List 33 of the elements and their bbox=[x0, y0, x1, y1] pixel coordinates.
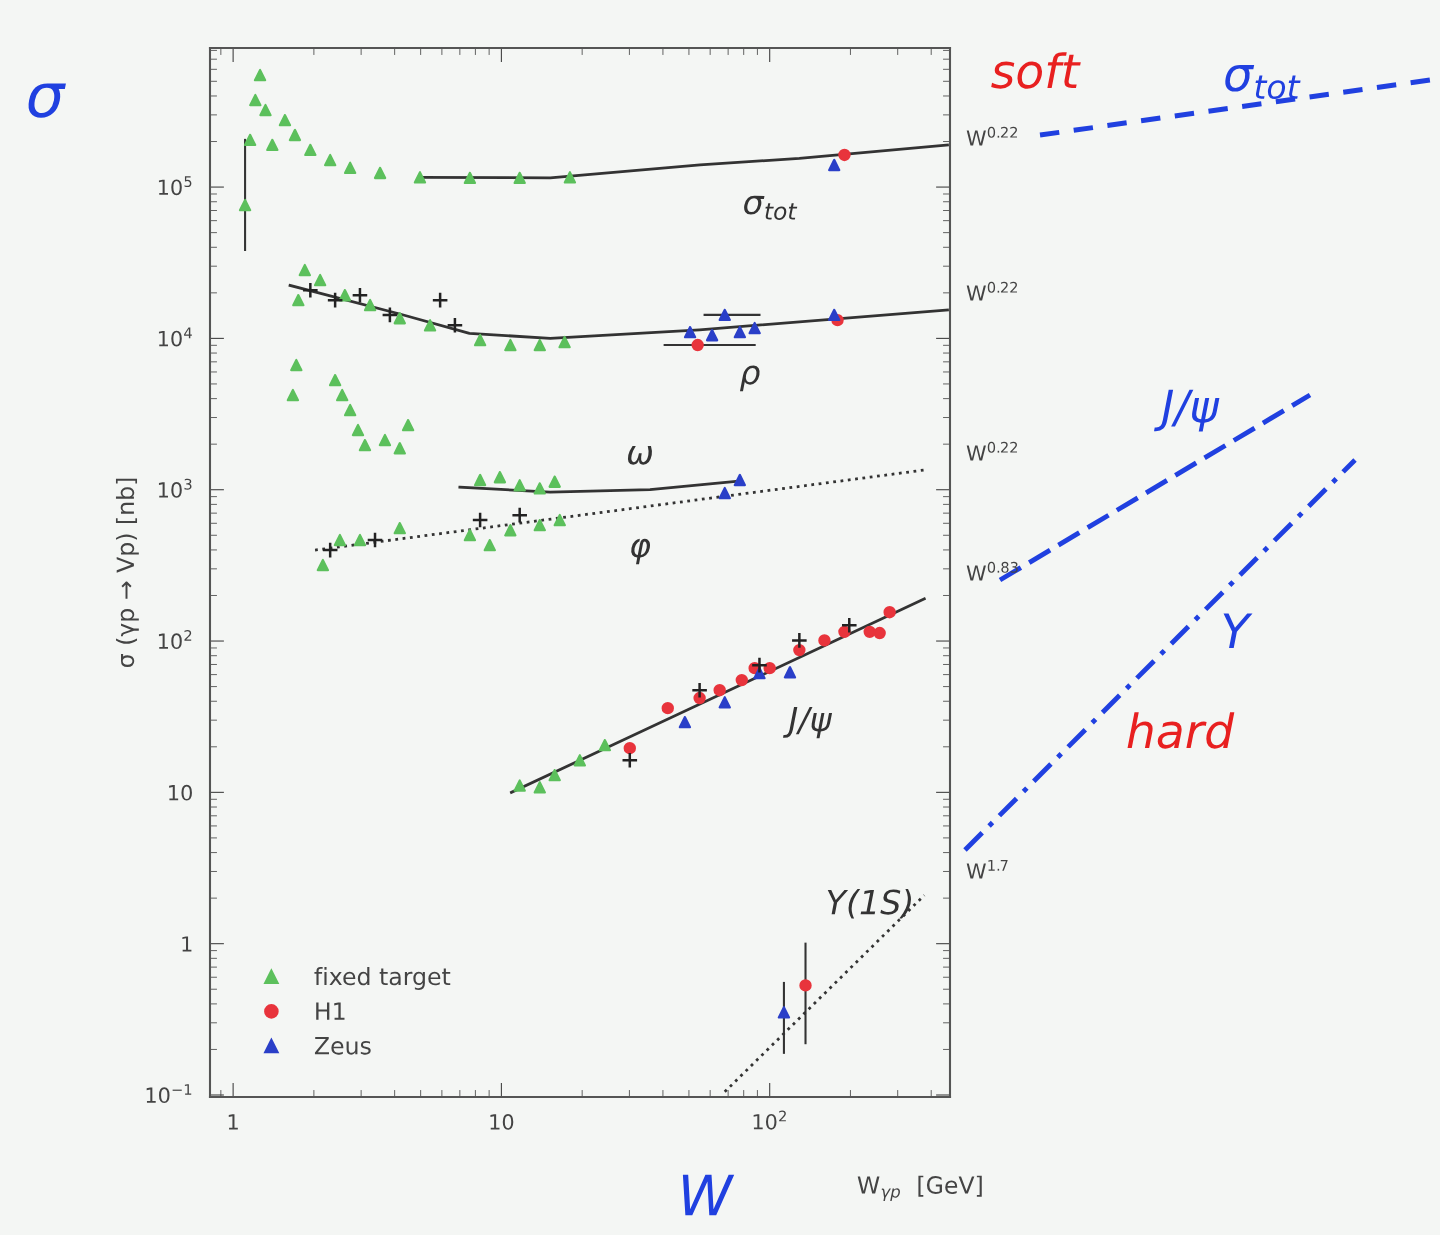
text: σ$_{tot}$ bbox=[1225, 65, 1301, 100]
text: W$^{1.7}$ bbox=[966, 860, 1008, 879]
annotation: ω bbox=[627, 445, 652, 465]
text: W$^{0.22}$ bbox=[966, 126, 1018, 146]
text: σ bbox=[28, 83, 66, 118]
text: soft bbox=[991, 52, 1081, 89]
y-tick-label: 10$^{5}$ bbox=[158, 176, 192, 196]
y-tick-label: 10$^{−1}$ bbox=[146, 1084, 192, 1104]
x-tick-label: 1 bbox=[228, 1114, 238, 1130]
y-tick-label: 1 bbox=[182, 936, 192, 952]
text: W$^{0.83}$ bbox=[966, 561, 1018, 581]
text: hard bbox=[1127, 712, 1235, 749]
y-tick-label: 10$^{2}$ bbox=[158, 629, 192, 650]
x-tick-label: 10$^{2}$ bbox=[753, 1110, 786, 1130]
text: W bbox=[682, 1174, 735, 1216]
legend-label: H1 bbox=[316, 1002, 345, 1020]
y-axis-title: σ (γp → Vp) [nb] bbox=[115, 478, 139, 668]
annotation: ρ bbox=[739, 365, 760, 392]
annotation: Υ(1S) bbox=[827, 888, 911, 919]
text: J/ψ bbox=[1154, 389, 1220, 432]
x-tick-label: 10 bbox=[490, 1114, 514, 1130]
y-tick-label: 10$^{3}$ bbox=[158, 478, 192, 498]
annotation: J/ψ bbox=[783, 706, 833, 739]
text: Υ bbox=[1223, 613, 1253, 649]
legend-label: Zeus bbox=[314, 1037, 371, 1055]
text: W$^{0.22}$ bbox=[966, 281, 1018, 301]
text: W$^{0.22}$ bbox=[966, 441, 1018, 461]
legend-label: fixed target bbox=[314, 967, 451, 990]
x-axis-title: W$_{γp}$ [GeV] bbox=[857, 1175, 982, 1201]
y-tick-label: 10 bbox=[169, 784, 192, 801]
y-tick-label: 10$^{4}$ bbox=[158, 327, 192, 347]
annotation: φ bbox=[631, 538, 651, 565]
annotation: σ$_{tot}$ bbox=[744, 195, 798, 220]
